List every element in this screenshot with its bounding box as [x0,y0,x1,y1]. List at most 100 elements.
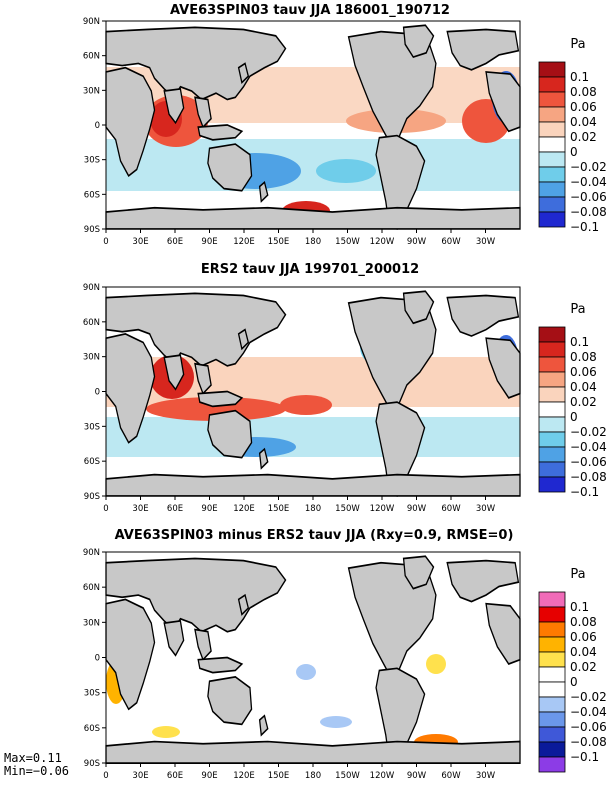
lon-tick-label: 150E [268,504,290,514]
lat-tick-label: 60N [83,52,100,62]
colorbar-swatch [538,151,566,168]
colorbar-label: 0.1 [570,600,589,614]
colorbar-swatch [538,136,566,153]
colorbar-swatch [538,461,566,478]
colorbar-unit: Pa [570,302,585,317]
colorbar-swatch [538,416,566,433]
colorbar-2: Pa0.10.080.060.040.020−0.02−0.04−0.06−0.… [538,302,607,499]
colorbar-swatch [538,121,566,138]
colorbar-label: −0.02 [570,160,607,174]
lon-tick-label: 180 [305,771,321,781]
lat-tick-label: 30N [83,618,100,628]
colorbar-swatch [538,211,566,228]
colorbar-swatch [538,446,566,463]
colorbar-swatch [538,76,566,93]
lat-tick-label: 90N [83,548,100,558]
panel-2-title: ERS2 tauv JJA 199701_200012 [201,262,419,277]
colorbar-label: −0.1 [570,750,599,764]
colorbar-label: 0.06 [570,100,597,114]
lon-tick-label: 0 [103,771,108,781]
lon-tick-label: 120E [233,504,255,514]
lon-tick-label: 0 [103,504,108,514]
colorbar-swatch [538,431,566,448]
colorbar-label: −0.02 [570,425,607,439]
colorbar-swatch [538,166,566,183]
lon-tick-label: 120E [233,237,255,247]
colorbar-label: 0.08 [570,85,597,99]
lat-tick-label: 90S [84,225,100,235]
lon-tick-label: 180 [305,504,321,514]
min-value: Min=−0.06 [4,764,70,778]
colorbar-swatch [538,386,566,403]
lon-tick-label: 90W [407,237,427,247]
colorbar-label: −0.08 [570,205,607,219]
lat-tick-label: 30S [84,689,100,699]
colorbar-swatch [538,726,566,743]
panel-1: AVE63SPIN03 tauv JJA 186001_190712 [105,3,521,230]
colorbar-label: 0.06 [570,630,597,644]
colorbar-swatch [538,196,566,213]
colorbar-swatch [538,476,566,493]
colorbar-label: −0.06 [570,190,607,204]
lon-tick-label: 150W [335,237,360,247]
stats-readout: Max=0.11 Min=−0.06 [4,752,69,778]
lon-tick-label: 0 [103,237,108,247]
colorbar-label: 0.08 [570,350,597,364]
colorbar-1: Pa0.10.080.060.040.020−0.02−0.04−0.06−0.… [538,37,607,234]
colorbar-swatch [538,371,566,388]
colorbar-label: −0.06 [570,455,607,469]
colorbars: Pa0.10.080.060.040.020−0.02−0.04−0.06−0.… [538,37,607,773]
colorbar-swatch [538,106,566,123]
lat-tick-label: 30S [84,156,100,166]
colorbar-label: −0.04 [570,705,607,719]
colorbar-swatch [538,401,566,418]
lon-tick-label: 150E [268,771,290,781]
lon-tick-label: 30W [476,504,496,514]
colorbar-label: 0.04 [570,380,597,394]
lon-tick-label: 150E [268,237,290,247]
colorbar-label: 0 [570,675,578,689]
lon-tick-label: 30E [132,771,148,781]
lon-tick-label: 90E [201,771,217,781]
colorbar-swatch [538,326,566,343]
lon-tick-label: 30W [476,771,496,781]
lon-tick-label: 90E [201,237,217,247]
colorbar-3: Pa0.10.080.060.040.020−0.02−0.04−0.06−0.… [538,567,607,773]
colorbar-label: 0 [570,145,578,159]
colorbar-label: −0.04 [570,175,607,189]
lon-tick-label: 60E [167,504,183,514]
colorbar-label: 0.04 [570,115,597,129]
colorbar-label: 0 [570,410,578,424]
colorbar-swatch [538,636,566,653]
colorbar-label: −0.1 [570,220,599,234]
lon-tick-label: 90W [407,771,427,781]
panel-3-title: AVE63SPIN03 minus ERS2 tauv JJA (Rxy=0.9… [115,528,514,543]
colorbar-swatch [538,591,566,608]
lon-tick-label: 150W [335,771,360,781]
lon-tick-label: 180 [305,237,321,247]
lat-tick-label: 60S [84,457,100,467]
lon-tick-label: 60W [441,237,461,247]
colorbar-label: 0.02 [570,130,597,144]
colorbar-swatch [538,181,566,198]
colorbar-unit: Pa [570,37,585,52]
lon-tick-label: 150W [335,504,360,514]
colorbar-label: 0.04 [570,645,597,659]
lon-tick-label: 60W [441,504,461,514]
max-value: Max=0.11 [4,751,62,765]
colorbar-swatch [538,341,566,358]
colorbar-swatch [538,756,566,773]
lon-tick-label: 90W [407,504,427,514]
lon-tick-label: 60E [167,771,183,781]
colorbar-label: −0.1 [570,485,599,499]
lat-tick-label: 90N [83,17,100,27]
colorbar-label: 0.08 [570,615,597,629]
colorbar-swatch [538,741,566,758]
colorbar-swatch [538,696,566,713]
lat-tick-label: 90S [84,492,100,502]
colorbar-swatch [538,606,566,623]
panel-1-title: AVE63SPIN03 tauv JJA 186001_190712 [170,3,450,18]
colorbar-label: −0.06 [570,720,607,734]
